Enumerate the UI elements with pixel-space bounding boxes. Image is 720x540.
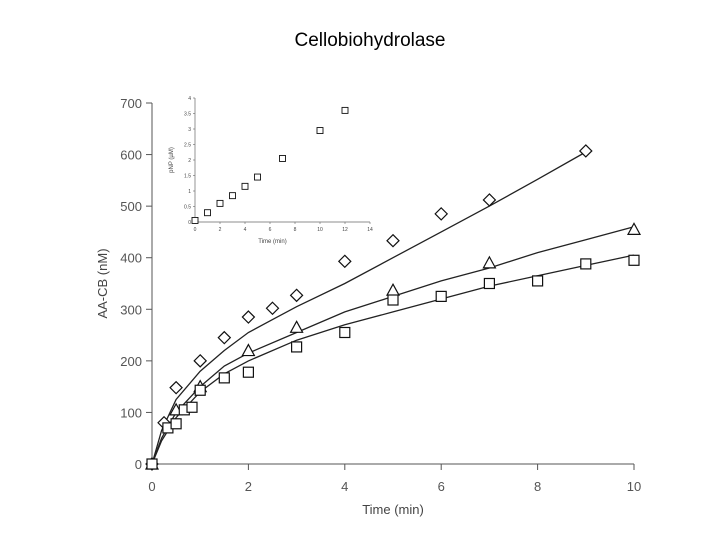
x-tick-label: 4 xyxy=(341,479,348,494)
inset-y-tick-label: 0.5 xyxy=(184,205,191,211)
fit-line-triangles xyxy=(152,227,634,464)
inset-x-tick-label: 8 xyxy=(294,227,297,233)
inset-x-tick-label: 10 xyxy=(317,227,323,233)
y-tick-label: 400 xyxy=(120,251,142,266)
inset-square-point xyxy=(342,107,348,113)
y-tick-label: 300 xyxy=(120,302,142,317)
diamond-point xyxy=(267,302,279,314)
square-point xyxy=(533,276,543,286)
square-point xyxy=(171,419,181,429)
y-tick-label: 100 xyxy=(120,405,142,420)
inset-y-tick-label: 2 xyxy=(188,158,191,164)
x-tick-label: 2 xyxy=(245,479,252,494)
diamond-point xyxy=(194,355,206,367)
inset-square-point xyxy=(317,128,323,134)
inset-square-point xyxy=(217,200,223,206)
x-axis-label: Time (min) xyxy=(362,502,424,517)
square-point xyxy=(629,255,639,265)
inset-square-point xyxy=(205,210,211,216)
y-axis-label: AA-CB (nM) xyxy=(95,248,110,318)
diamond-point xyxy=(291,289,303,301)
triangle-point xyxy=(242,345,254,356)
inset-y-tick-label: 4 xyxy=(188,96,191,102)
square-point xyxy=(388,295,398,305)
triangle-point xyxy=(483,257,495,268)
triangle-point xyxy=(387,284,399,295)
square-point xyxy=(187,402,197,412)
y-tick-label: 0 xyxy=(135,457,142,472)
inset-x-tick-label: 12 xyxy=(342,227,348,233)
diamond-point xyxy=(170,382,182,394)
x-tick-label: 8 xyxy=(534,479,541,494)
inset-y-tick-label: 1.5 xyxy=(184,174,191,180)
triangle-point xyxy=(291,321,303,332)
inset-y-tick-label: 0 xyxy=(188,220,191,226)
diamond-point xyxy=(218,332,230,344)
x-tick-label: 0 xyxy=(148,479,155,494)
diamond-point xyxy=(242,311,254,323)
inset-x-tick-label: 4 xyxy=(244,227,247,233)
inset-square-point xyxy=(280,155,286,161)
kinetics-chart: 01002003004005006007000 2 4 6 8 10Time (min)A… xyxy=(0,0,720,540)
inset-y-tick-label: 3 xyxy=(188,127,191,133)
inset-y-tick-label: 2.5 xyxy=(184,143,191,149)
diamond-point xyxy=(339,255,351,267)
inset-x-tick-label: 14 xyxy=(367,227,373,233)
inset-x-axis-label: Time (min) xyxy=(258,239,286,245)
square-point xyxy=(436,291,446,301)
inset-x-tick-label: 0 xyxy=(194,227,197,233)
inset-square-point xyxy=(192,217,198,223)
inset-y-tick-label: 1 xyxy=(188,189,191,195)
inset-chart: 0 0.5 1 1.5 2 2.5 3 3.5 4 0 2 4 6 8 10 12 14 Time (min) pN… xyxy=(169,92,376,245)
inset-square-point xyxy=(255,174,261,180)
square-point xyxy=(243,367,253,377)
inset-square-point xyxy=(242,183,248,189)
diamond-point xyxy=(580,145,592,157)
square-point xyxy=(219,373,229,383)
inset-y-tick-label: 3.5 xyxy=(184,112,191,118)
square-point xyxy=(292,342,302,352)
y-tick-label: 600 xyxy=(120,148,142,163)
square-point xyxy=(340,327,350,337)
square-point xyxy=(147,459,157,469)
diamond-point xyxy=(435,208,447,220)
square-point xyxy=(581,259,591,269)
inset-background xyxy=(177,92,376,244)
inset-square-point xyxy=(230,193,236,199)
y-tick-label: 500 xyxy=(120,199,142,214)
inset-x-tick-label: 2 xyxy=(219,227,222,233)
diamond-point xyxy=(387,235,399,247)
inset-y-axis-label: pNP (µM) xyxy=(169,147,175,173)
inset-x-tick-label: 6 xyxy=(269,227,272,233)
y-tick-label: 700 xyxy=(120,96,142,111)
x-tick-label: 6 xyxy=(438,479,445,494)
square-point xyxy=(484,279,494,289)
square-point xyxy=(195,385,205,395)
x-tick-label: 10 xyxy=(627,479,641,494)
y-tick-label: 200 xyxy=(120,354,142,369)
triangle-point xyxy=(628,223,640,234)
